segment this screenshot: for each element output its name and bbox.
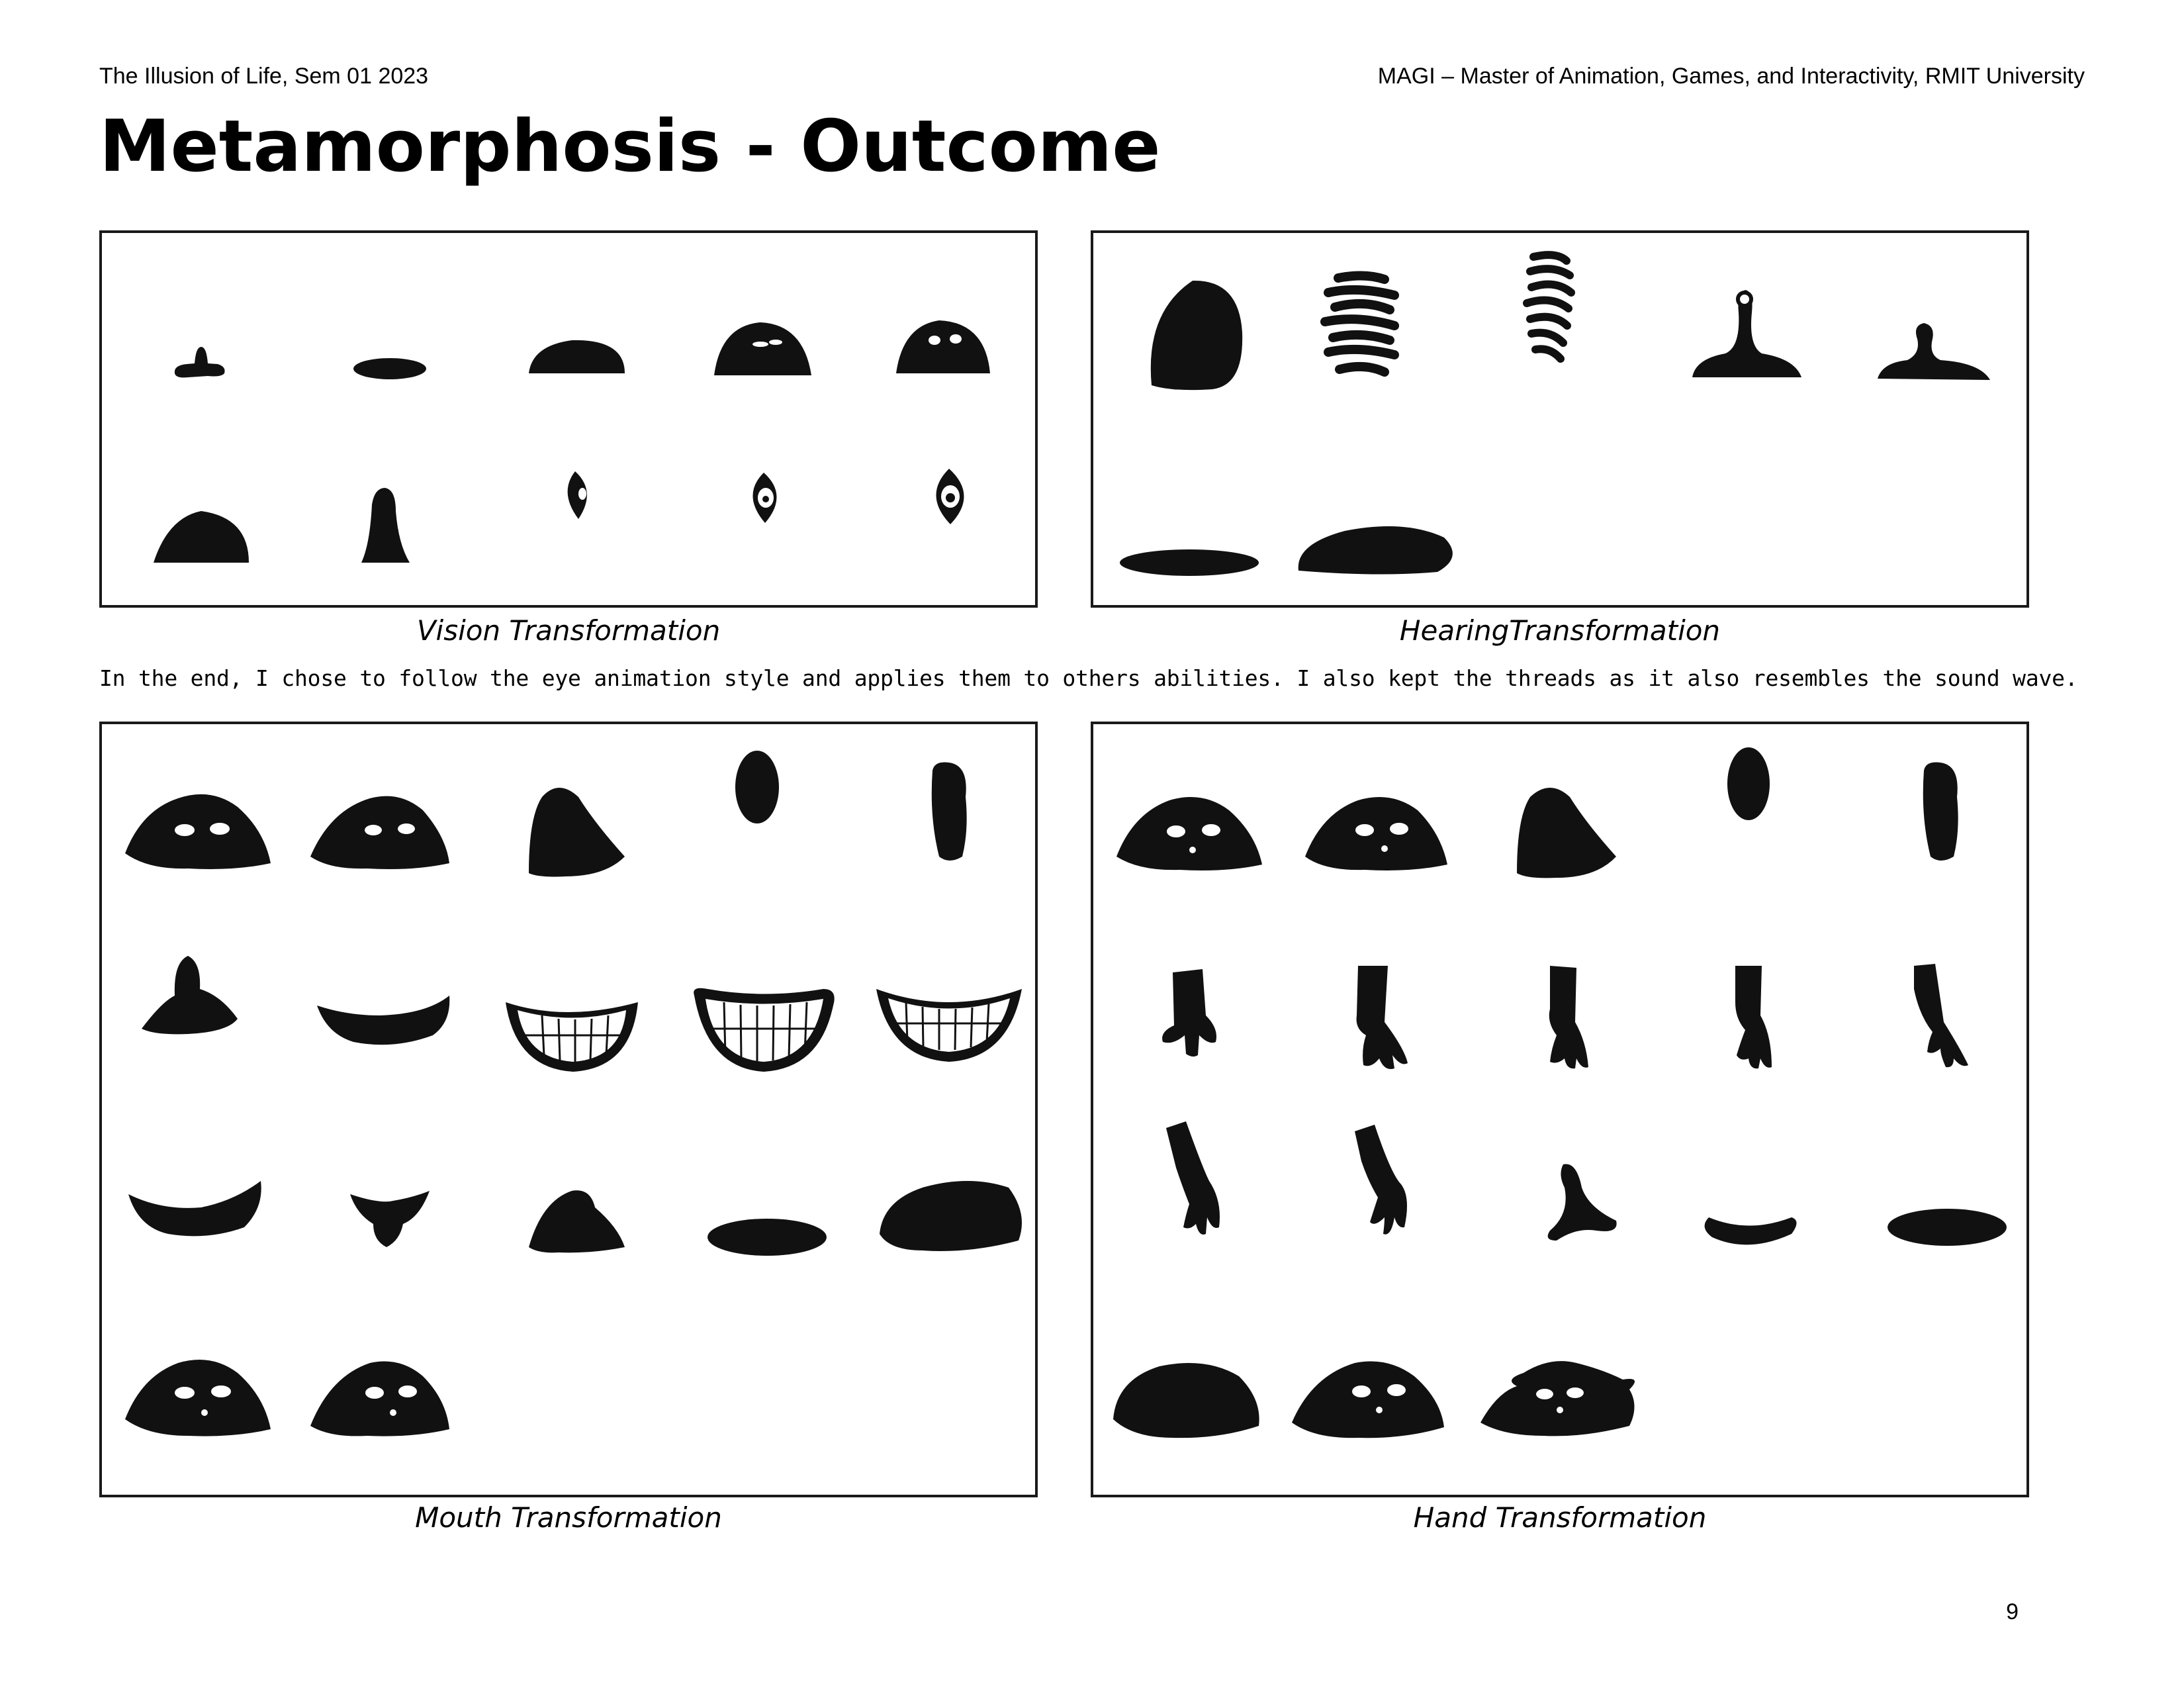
- hand-frame-11: [1166, 1121, 1220, 1235]
- hand-caption: Hand Transformation: [1413, 1501, 1707, 1534]
- hand-frame-5: [1923, 762, 1958, 861]
- hearing-frames: [1120, 251, 1990, 576]
- hearing-frame-7: [1298, 526, 1453, 575]
- hand-frame-7: [1356, 966, 1408, 1069]
- hearing-frame-2: [1320, 271, 1399, 377]
- hearing-frame-3: [1523, 251, 1575, 363]
- hand-frame-8: [1549, 966, 1588, 1069]
- mouth-frame-8: [506, 1002, 638, 1072]
- vision-frame-2: [353, 358, 426, 379]
- mouth-frame-9: [694, 988, 835, 1072]
- mouth-frames: [125, 751, 1022, 1436]
- hand-frame-15: [1888, 1209, 2007, 1246]
- hand-frame-14: [1704, 1217, 1797, 1245]
- vision-frame-8: [567, 471, 587, 519]
- hearing-frame-1: [1150, 280, 1243, 391]
- hearing-frame-6: [1120, 549, 1259, 576]
- vision-frame-10: [936, 469, 964, 524]
- mouth-frame-4: [735, 751, 779, 823]
- mouth-frame-1: [125, 794, 271, 869]
- mouth-frame-7: [317, 996, 450, 1045]
- vision-frame-7: [361, 488, 410, 563]
- hand-frame-17: [1292, 1361, 1444, 1438]
- mouth-frame-6: [142, 956, 238, 1035]
- hearing-frame-5: [1878, 323, 1990, 380]
- hand-frame-6: [1162, 969, 1216, 1057]
- hand-frame-2: [1305, 797, 1447, 870]
- hand-panel: [1091, 722, 2029, 1497]
- hand-frame-4: [1727, 747, 1770, 820]
- vision-frames: [154, 320, 990, 563]
- vision-caption: Vision Transformation: [416, 614, 721, 647]
- mouth-frame-5: [931, 762, 967, 861]
- mouth-frame-2: [310, 796, 449, 869]
- hearing-panel: [1091, 230, 2029, 608]
- mouth-frame-17: [310, 1361, 449, 1436]
- mouth-frame-11: [128, 1181, 261, 1237]
- hearing-caption: HearingTransformation: [1399, 614, 1721, 647]
- header-program-name: MAGI – Master of Animation, Games, and I…: [1377, 64, 2085, 89]
- vision-frame-4: [714, 322, 811, 375]
- vision-frame-5: [896, 320, 990, 373]
- vision-panel: [99, 230, 1038, 608]
- hand-frame-12: [1355, 1125, 1407, 1235]
- hand-frame-1: [1116, 797, 1262, 870]
- hearing-frame-4: [1692, 290, 1801, 377]
- mouth-frame-16: [125, 1360, 271, 1436]
- vision-frame-1: [174, 347, 225, 378]
- mouth-caption: Mouth Transformation: [415, 1501, 722, 1534]
- page-title: Metamorphosis - Outcome: [99, 105, 1161, 188]
- mouth-frame-12: [350, 1191, 430, 1247]
- hand-frames: [1113, 747, 2007, 1438]
- mouth-frame-14: [707, 1219, 827, 1256]
- body-paragraph: In the end, I chose to follow the eye an…: [99, 665, 2078, 691]
- mouth-panel: [99, 722, 1038, 1497]
- vision-frame-3: [529, 340, 625, 373]
- mouth-frame-10: [876, 989, 1022, 1062]
- hand-frame-3: [1517, 788, 1616, 878]
- hand-frame-10: [1914, 964, 1968, 1068]
- vision-frame-6: [154, 511, 249, 563]
- mouth-frame-15: [880, 1181, 1022, 1251]
- header-course-title: The Illusion of Life, Sem 01 2023: [99, 64, 429, 89]
- hand-frame-18: [1480, 1361, 1635, 1436]
- mouth-frame-13: [529, 1190, 625, 1253]
- hand-frame-9: [1735, 966, 1772, 1069]
- page-number: 9: [2006, 1599, 2019, 1624]
- hand-frame-16: [1113, 1363, 1259, 1438]
- hand-frame-13: [1547, 1164, 1617, 1241]
- vision-frame-9: [752, 473, 777, 523]
- mouth-frame-3: [529, 788, 625, 877]
